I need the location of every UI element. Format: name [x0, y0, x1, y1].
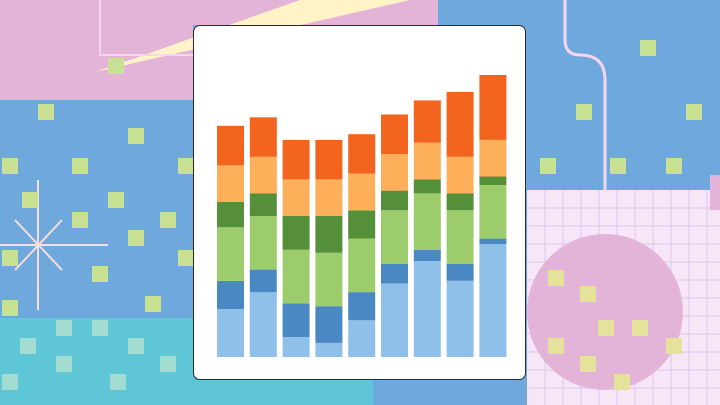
bar-segment-7-1 — [413, 261, 441, 357]
bar-segment-6-3 — [381, 210, 408, 264]
bar-segment-6-1 — [381, 283, 408, 357]
bar-segment-1-3 — [217, 227, 244, 281]
bar-segment-8-6 — [446, 91, 474, 157]
curved-line — [563, 0, 607, 200]
bar-segment-7-5 — [413, 142, 441, 180]
bar-segment-5-5 — [348, 173, 376, 211]
bar-segment-8-4 — [446, 193, 474, 211]
bar-segment-4-6 — [315, 139, 343, 180]
yellow-pixel-squares — [548, 270, 682, 390]
bar-segment-9-5 — [479, 139, 507, 177]
bar-segment-1-6 — [217, 125, 244, 166]
bar-segment-4-1 — [315, 342, 343, 357]
bar-segment-8-5 — [446, 156, 474, 194]
bar-segment-5-6 — [348, 134, 376, 174]
bar-segment-4-3 — [315, 252, 343, 307]
bar-segment-7-4 — [413, 179, 441, 194]
bar-segment-8-2 — [446, 263, 474, 281]
teal-pixel-squares — [2, 320, 176, 390]
bar-segment-2-1 — [249, 292, 277, 357]
bar-segment-6-4 — [381, 190, 408, 211]
bar-segment-8-3 — [446, 210, 474, 264]
bar-segment-2-6 — [249, 117, 277, 157]
bar-segment-2-4 — [249, 193, 277, 216]
bar-segment-3-4 — [282, 216, 310, 250]
bar-segment-2-2 — [249, 269, 277, 293]
bar-segment-1-1 — [217, 309, 244, 357]
bar-segment-2-5 — [249, 156, 277, 194]
pink-strip-right — [710, 175, 720, 210]
bar-segment-4-5 — [315, 179, 343, 216]
bar-segment-3-2 — [282, 303, 310, 338]
bar-segment-3-6 — [282, 139, 310, 180]
bar-segment-5-4 — [348, 210, 376, 239]
bar-segment-4-2 — [315, 306, 343, 343]
bar-segment-7-6 — [413, 100, 441, 143]
bar-segment-9-6 — [479, 75, 507, 140]
bar-segment-6-6 — [381, 114, 408, 154]
pink-outline-shape — [99, 0, 200, 56]
bar-segment-5-1 — [348, 320, 376, 357]
bar-segment-6-5 — [381, 154, 408, 191]
bar-segment-1-4 — [217, 201, 244, 228]
bar-segment-3-1 — [282, 337, 310, 357]
pink-circle — [527, 234, 683, 390]
bar-segment-9-4 — [479, 176, 507, 185]
bar-segment-7-2 — [413, 249, 441, 262]
bar-segment-8-1 — [446, 280, 474, 357]
bar-segment-2-3 — [249, 216, 277, 270]
bar-segment-5-2 — [348, 292, 376, 321]
bar-segment-1-2 — [217, 280, 244, 310]
lime-pixel-squares — [2, 40, 702, 316]
bar-segment-3-3 — [282, 249, 310, 304]
bar-segment-9-3 — [479, 185, 507, 239]
bar-segment-7-3 — [413, 193, 441, 250]
bar-segment-9-2 — [479, 238, 507, 245]
bar-segment-4-4 — [315, 216, 343, 253]
bar-segment-3-5 — [282, 179, 310, 216]
bar-segment-5-3 — [348, 238, 376, 293]
bar-segment-9-1 — [479, 244, 507, 357]
chart-card — [193, 25, 526, 380]
bar-segment-1-5 — [217, 165, 244, 202]
bar-segment-6-2 — [381, 263, 408, 284]
sparkle-icon — [0, 180, 108, 310]
stacked-bar-chart — [217, 75, 507, 357]
